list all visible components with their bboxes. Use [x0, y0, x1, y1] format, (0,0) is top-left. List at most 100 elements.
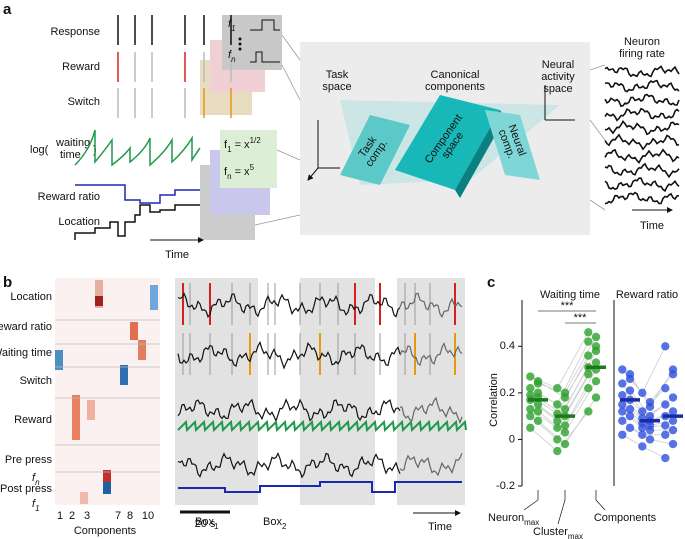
point — [668, 425, 678, 435]
label: Task — [326, 69, 349, 81]
text: f — [228, 18, 232, 30]
text: Cluster — [533, 526, 568, 538]
point — [526, 384, 535, 393]
point — [668, 416, 678, 425]
point — [668, 439, 678, 449]
label: Switch — [68, 96, 100, 108]
point — [584, 328, 593, 337]
point — [618, 430, 627, 439]
sub: 1 — [35, 504, 39, 513]
point — [560, 393, 570, 402]
label: Neural — [542, 59, 574, 71]
point — [584, 407, 593, 416]
point — [645, 425, 655, 435]
eq: = x — [232, 139, 251, 151]
point — [625, 423, 635, 432]
eq: = x — [232, 166, 251, 178]
component-tick: 1 — [57, 510, 63, 522]
group-title: Reward ratio — [616, 289, 678, 301]
point — [668, 407, 678, 416]
y-axis-title: Correlation — [488, 373, 500, 427]
pair-line — [621, 346, 666, 394]
point — [553, 384, 562, 393]
sub: 1 — [214, 522, 219, 531]
point — [584, 351, 593, 360]
point — [553, 435, 562, 444]
group-title: Waiting time — [540, 289, 600, 301]
trace — [399, 396, 463, 425]
firing-trace — [604, 162, 680, 179]
row-label: Waiting time — [0, 347, 52, 359]
point — [533, 416, 543, 425]
y-tick-label: -0.2 — [496, 480, 515, 492]
trace — [399, 452, 463, 477]
point — [638, 430, 647, 439]
point — [553, 446, 562, 456]
label: fn — [32, 472, 40, 487]
sub: n — [35, 478, 40, 487]
point — [526, 372, 535, 381]
firing-trace — [604, 148, 680, 164]
label: f1 — [32, 498, 40, 513]
panel-label: c — [487, 274, 495, 291]
trace — [399, 292, 463, 318]
time-label: Time — [428, 521, 452, 533]
scale-label: 20 s — [195, 518, 216, 530]
point — [625, 411, 635, 421]
text: Box — [263, 516, 282, 528]
y-tick-label: 0.2 — [500, 387, 515, 399]
point — [591, 332, 601, 342]
point — [591, 358, 601, 367]
firing-trace — [604, 79, 680, 93]
x-tick-label: Components — [594, 512, 657, 524]
waiting-fit — [177, 419, 467, 433]
point — [661, 400, 670, 409]
firing-trace — [604, 93, 680, 108]
point — [591, 342, 601, 351]
firing-trace — [604, 133, 680, 151]
label: Reward — [62, 61, 100, 73]
panel-label: b — [3, 274, 12, 291]
point — [526, 404, 535, 414]
label: firing rate — [619, 48, 665, 60]
point — [533, 400, 543, 409]
row-label: Location — [10, 291, 52, 303]
sub: 1 — [227, 145, 232, 154]
point — [668, 393, 678, 402]
text: f — [224, 139, 228, 151]
label: Components — [74, 525, 137, 537]
leader — [523, 490, 539, 511]
stack-lower — [200, 130, 277, 240]
label: fn = x5 — [224, 163, 255, 181]
point — [645, 435, 655, 444]
ratio-fit — [178, 481, 462, 493]
sup: 1/2 — [250, 136, 262, 145]
point — [584, 370, 593, 379]
label: Box2 — [263, 516, 287, 531]
point — [526, 423, 535, 432]
label: waiting — [55, 137, 90, 149]
point — [526, 411, 535, 421]
significance: *** — [561, 300, 575, 312]
y-tick-label: 0.4 — [500, 340, 515, 352]
text: Neuron — [488, 512, 524, 524]
time-label: Time — [165, 249, 189, 261]
label: space — [322, 81, 351, 93]
sub: max — [524, 518, 539, 527]
component-tick: 2 — [69, 510, 75, 522]
component-tick: 8 — [127, 510, 133, 522]
point — [560, 421, 570, 430]
label: space — [543, 83, 572, 95]
point — [638, 407, 647, 416]
component-tick: 10 — [142, 510, 154, 522]
sub: 1 — [231, 24, 235, 33]
text: f — [224, 166, 228, 178]
point — [560, 439, 570, 449]
sub: max — [568, 532, 583, 539]
point — [661, 384, 670, 393]
y-title: Correlation — [488, 373, 500, 427]
point — [638, 388, 647, 398]
label: fn — [228, 49, 236, 64]
stack-upper — [200, 15, 282, 115]
y-tick-label: 0 — [509, 433, 515, 445]
